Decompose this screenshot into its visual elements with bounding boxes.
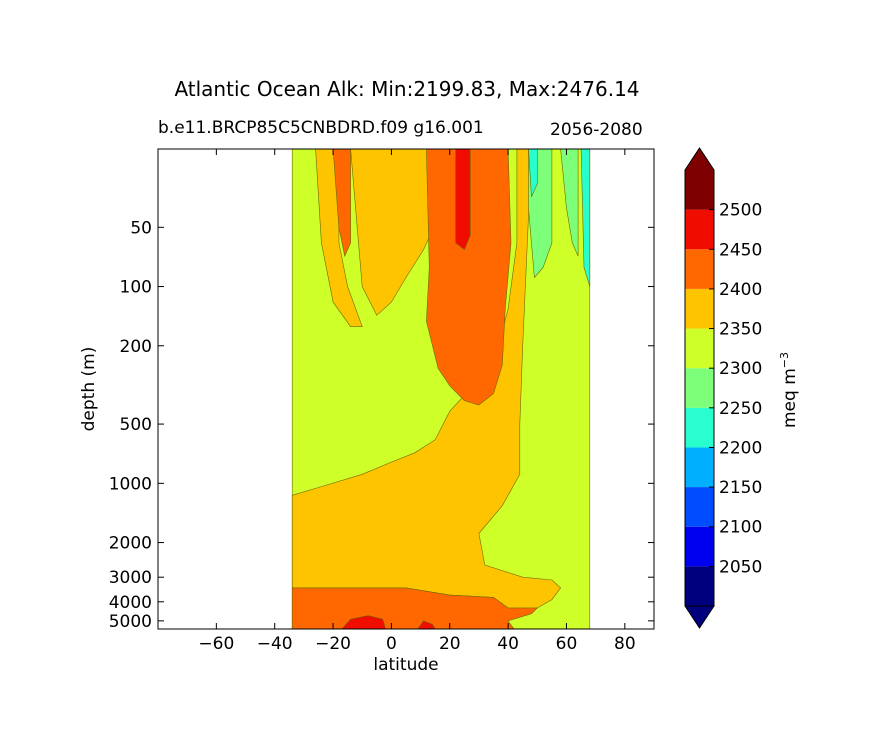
chart-period: 2056-2080 xyxy=(550,120,643,140)
colorbar-tick-label: 2100 xyxy=(719,518,762,538)
y-tick-label: 5000 xyxy=(109,612,152,632)
chart-title: Atlantic Ocean Alk: Min:2199.83, Max:247… xyxy=(174,77,640,101)
x-tick-label: −20 xyxy=(315,634,351,654)
x-tick-label: −40 xyxy=(257,634,293,654)
chart-subtitle: b.e11.BRCP85C5CNBDRD.f09 g16.001 xyxy=(158,118,484,138)
x-tick-label: 80 xyxy=(614,634,636,654)
contour-region-8 xyxy=(341,615,386,629)
plot-frame xyxy=(157,148,655,630)
x-tick-label: 0 xyxy=(386,634,397,654)
colorbar-tick-label: 2250 xyxy=(719,399,762,419)
colorbar-tick-label: 2500 xyxy=(719,201,762,221)
colorbar-extend-max xyxy=(685,148,714,170)
contour-region-12 xyxy=(528,149,538,197)
colorbar-extend-min xyxy=(685,606,714,628)
colorbar-label-text: meq m xyxy=(780,368,800,428)
colorbar-swatch xyxy=(685,566,714,606)
y-tick-label: 1000 xyxy=(109,474,152,494)
colorbar-swatch xyxy=(685,209,714,250)
y-axis-label: depth (m) xyxy=(79,347,99,432)
colorbar-swatch xyxy=(685,407,714,448)
x-tick-label: 40 xyxy=(497,634,519,654)
colorbar-label-sup: −3 xyxy=(778,352,791,368)
colorbar-swatch xyxy=(685,526,714,567)
y-tick-label: 100 xyxy=(120,278,152,298)
x-tick-label: 20 xyxy=(439,634,461,654)
colorbar-tick-label: 2400 xyxy=(719,280,762,300)
x-axis-label: latitude xyxy=(373,655,438,675)
y-tick-label: 500 xyxy=(120,415,152,435)
x-tick-label: 60 xyxy=(556,634,578,654)
colorbar-swatch xyxy=(685,328,714,369)
contour-region-9 xyxy=(417,620,436,629)
colorbar-label: meq m−3 xyxy=(778,352,800,428)
colorbar-outline xyxy=(684,147,715,629)
contour-region-7 xyxy=(455,149,471,251)
contour-region-11 xyxy=(560,149,579,257)
colorbar-tick-label: 2450 xyxy=(719,240,762,260)
y-tick-label: 50 xyxy=(130,218,152,238)
contour-region-5 xyxy=(332,149,351,258)
y-tick-label: 2000 xyxy=(109,534,152,554)
colorbar-swatch xyxy=(685,368,714,408)
colorbar-tick-label: 2200 xyxy=(719,438,762,458)
colorbar-swatch xyxy=(685,447,714,488)
colorbar-swatch xyxy=(685,249,714,289)
contour-region-4 xyxy=(426,149,512,406)
y-tick-label: 200 xyxy=(120,337,152,357)
contour-regions xyxy=(291,149,591,629)
x-tick-label: −60 xyxy=(198,634,234,654)
x-axis: −60 −40 −20 0 20 40 60 80 xyxy=(198,149,636,654)
y-tick-label: 3000 xyxy=(109,568,152,588)
contour-region-13 xyxy=(580,149,591,287)
colorbar-tick-label: 2150 xyxy=(719,478,762,498)
colorbar-swatch xyxy=(685,170,714,210)
colorbar-swatch xyxy=(685,288,714,329)
y-tick-label: 4000 xyxy=(109,593,152,613)
colorbar-tick-label: 2050 xyxy=(719,557,762,577)
colorbar: 2050 2100 2150 2200 2250 2300 2350 2400 2450 2500 xyxy=(684,147,762,629)
colorbar-tick-label: 2300 xyxy=(719,359,762,379)
colorbar-tick-label: 2350 xyxy=(719,320,762,340)
colorbar-swatch xyxy=(685,487,714,527)
